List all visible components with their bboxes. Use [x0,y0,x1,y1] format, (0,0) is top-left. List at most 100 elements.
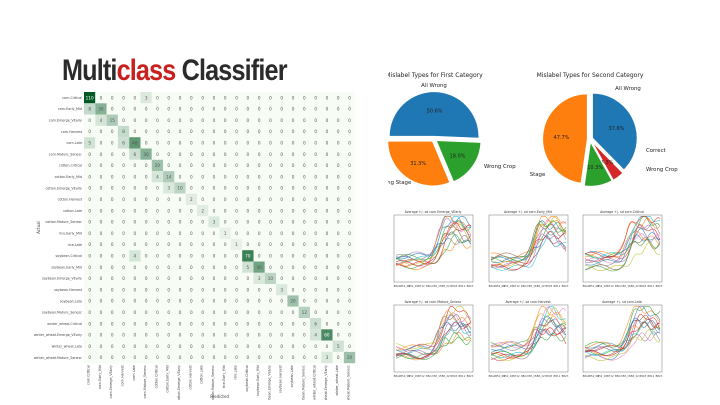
heatmap-cell [343,272,356,285]
heatmap-cell-value: 0 [88,118,91,123]
column-label: cotton.Late [200,365,204,384]
heatmap-cell-value: 0 [190,253,193,258]
heatmap-cell [151,250,164,262]
heatmap-cell-value: 0 [269,231,272,236]
heatmap-cell-value: 0 [122,163,125,168]
heatmap-cell-value: 0 [134,299,137,304]
heatmap-cell-value: 0 [213,287,216,292]
heatmap-cell-value: 0 [145,140,148,145]
heatmap-cell [140,238,152,251]
heatmap-cell-value: 0 [314,174,317,179]
heatmap-cell-value: 0 [100,355,103,360]
heatmap-cell [332,171,344,183]
heatmap-cell-value: 0 [213,242,216,247]
heatmap-cell-value: 0 [134,197,137,202]
heatmap-cell-value: 0 [258,253,261,258]
heatmap-cell-value: 0 [122,287,125,292]
x-tick-label: B823 [562,284,569,288]
heatmap-cell [151,295,164,307]
line-chart-panel: Average +/- sd corn.Harvest B8A2 B52_09B52… [489,300,569,378]
spectral-line [395,320,472,354]
heatmap-cell [174,125,186,138]
heatmap-cell [163,114,175,126]
heatmap-cell [343,159,356,172]
heatmap-cell [106,171,118,183]
heatmap-cell [219,306,231,318]
heatmap-cell [230,193,243,205]
heatmap-cell-value: 0 [156,355,159,360]
heatmap-cell-value: 0 [213,95,216,100]
heatmap-cell-value: 0 [201,118,204,123]
column-label: soybean.Harvest [279,364,283,393]
heatmap-cell [129,171,141,183]
heatmap-cell [310,159,322,172]
heatmap-cell-value: 0 [145,220,148,225]
heatmap-cell-value: 0 [88,310,91,315]
heatmap-cell-value: 0 [111,95,114,100]
pie-slice-label: Wrong Crop [646,167,678,173]
heatmap-cell [343,148,356,160]
heatmap-cell [117,284,130,296]
heatmap-cell-value: 0 [314,265,317,270]
heatmap-cell [84,193,96,205]
heatmap-cell-value: 0 [201,197,204,202]
heatmap-cell-value: 0 [190,321,193,326]
heatmap-cell-value: 0 [247,140,250,145]
heatmap-cell [185,238,197,251]
heatmap-cell-value: 0 [235,344,238,349]
heatmap-cell [219,216,231,228]
heatmap-cell-value: 0 [179,152,182,157]
heatmap-cell-value: 0 [292,276,295,281]
heatmap-cell-value: 0 [280,95,283,100]
heatmap-cell [253,227,265,239]
spectral-line [490,235,567,264]
row-label: soybean.Critical [56,254,83,258]
heatmap-cell-value: 0 [213,253,216,258]
heatmap-cell [163,125,175,138]
heatmap-cell-value: 0 [247,355,250,360]
heatmap-cell-value: 0 [88,265,91,270]
heatmap-cell-value: 0 [247,310,250,315]
x-tick-label: B8A2 [394,284,401,288]
heatmap-cell-value: 0 [122,208,125,213]
spectral-line [584,306,661,349]
heatmap-cell-value: 0 [179,276,182,281]
heatmap-cell-value: 0 [179,107,182,112]
heatmap-cell-value: 8 [88,107,91,112]
heatmap-cell-value: 0 [247,333,250,338]
x-tick-label: B52_18 [408,374,418,378]
heatmap-cell-value: 0 [235,174,238,179]
heatmap-cell-value: 0 [280,231,283,236]
heatmap-cell [129,238,141,251]
heatmap-cell [343,351,356,364]
heatmap-cell-value: 0 [122,253,125,258]
heatmap-cell-value: 0 [167,129,170,134]
heatmap-cell-value: 0 [100,163,103,168]
heatmap-cell-value: 0 [280,344,283,349]
heatmap-cell-value: 0 [258,231,261,236]
heatmap-cell-value: 0 [145,208,148,213]
x-tick-label: B712 [418,284,425,288]
heatmap-cell-value: 0 [247,242,250,247]
heatmap-cell-value: 5 [247,265,250,270]
heatmap-cell-value: 0 [258,118,261,123]
heatmap-cell-value: 0 [213,231,216,236]
pie-slice-label: Wrong Crop [484,164,516,170]
row-label: soybean.Emerge_VEarly [42,277,82,281]
heatmap-cell-value: 0 [326,197,329,202]
pie-chart-second-category: Mislabel Types for Second Category 37.6% A… [528,72,678,188]
title-part-classifier: Classifier [175,54,288,87]
heatmap-cell-value: 0 [314,253,317,258]
heatmap-cell [95,295,107,307]
heatmap-cell [287,159,299,172]
heatmap-cell-value: 0 [348,287,351,292]
y-axis-label: Actual [36,221,41,234]
heatmap-cell [253,340,265,352]
heatmap-cell-value: 6 [122,140,125,145]
spectral-line [395,310,472,351]
spectral-line [584,329,661,361]
heatmap-cell-value: 0 [224,118,227,123]
pie-slice [388,140,451,187]
heatmap-cell [276,92,288,104]
heatmap-cell [343,250,356,262]
